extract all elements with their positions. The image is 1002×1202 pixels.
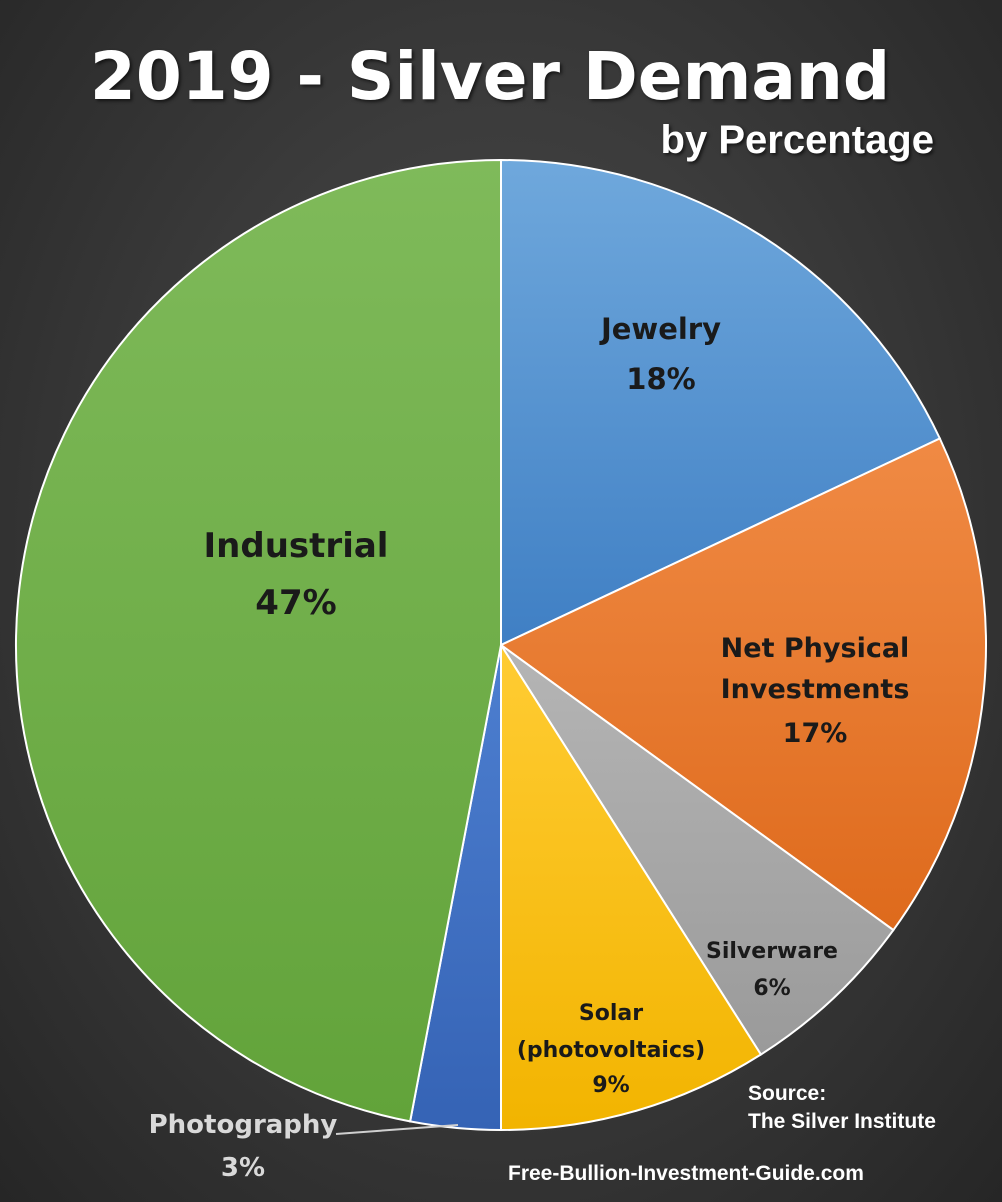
- pie-slice-net-physical-investments: [499, 437, 987, 932]
- source-line2: The Silver Institute: [748, 1110, 936, 1133]
- chart-title: 2019 - Silver Demand: [89, 38, 891, 115]
- pie-data-labels: Jewelry 18% Net Physical Investments 17%…: [149, 312, 910, 1183]
- website-credit: Free-Bullion-Investment-Guide.com: [508, 1162, 864, 1185]
- slice-label-industrial: Industrial: [204, 526, 389, 566]
- slice-value-industrial: 47%: [255, 583, 336, 623]
- slice-label-photography: Photography: [149, 1110, 338, 1140]
- slice-value-photography: 3%: [221, 1153, 265, 1183]
- slice-label-silverware: Silverware: [706, 939, 838, 964]
- slice-label-jewelry: Jewelry: [599, 312, 721, 346]
- pie-slice-silverware: [500, 644, 895, 1056]
- slice-label-net-physical-line1: Net Physical: [721, 633, 910, 664]
- slice-label-net-physical-line2: Investments: [721, 674, 910, 705]
- slice-value-solar: 9%: [592, 1073, 629, 1098]
- slice-value-silverware: 6%: [753, 976, 790, 1001]
- chart-subtitle: by Percentage: [660, 118, 934, 162]
- pie-slice-solar: [500, 641, 763, 1132]
- pie-slice-industrial: [14, 158, 502, 1123]
- photography-leader-line: [335, 1124, 459, 1135]
- pie-slice-jewelry: [500, 158, 942, 647]
- slice-label-solar-line1: Solar: [579, 1001, 643, 1026]
- slice-value-jewelry: 18%: [626, 362, 695, 396]
- slice-label-solar-line2: (photovoltaics): [517, 1038, 705, 1063]
- source-note: Source: The Silver Institute: [748, 1080, 936, 1136]
- slice-value-net-physical: 17%: [783, 718, 848, 749]
- source-line1: Source:: [748, 1082, 827, 1105]
- pie-slices: [14, 158, 987, 1132]
